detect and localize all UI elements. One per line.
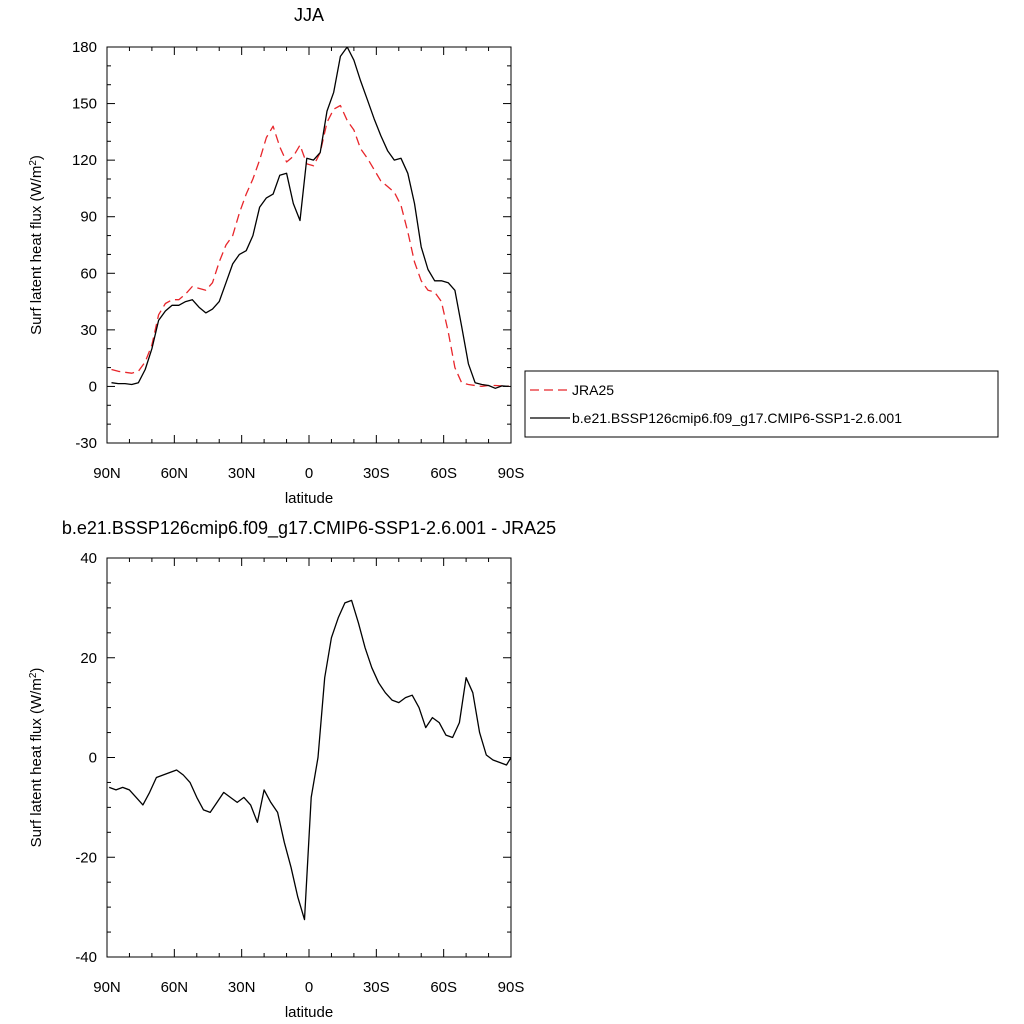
x-axis-label: latitude	[285, 1004, 333, 1021]
x-tick-label: 60S	[430, 465, 457, 482]
y-tick-label: 30	[80, 322, 97, 339]
x-tick-label: 60N	[161, 465, 189, 482]
x-tick-label: 90N	[93, 465, 121, 482]
y-axis-label-superscript: 2	[28, 160, 39, 166]
y-tick-label: 0	[89, 378, 97, 395]
chart-title: JJA	[294, 5, 324, 25]
y-tick-label: 180	[72, 39, 97, 56]
y-tick-label: -30	[75, 435, 97, 452]
y-tick-label: -40	[75, 949, 97, 966]
y-tick-label: 0	[89, 750, 97, 767]
x-tick-label: 0	[305, 465, 313, 482]
legend: JRA25 b.e21.BSSP126cmip6.f09_g17.CMIP6-SS…	[524, 370, 999, 438]
legend-entry: b.e21.BSSP126cmip6.f09_g17.CMIP6-SSP1-2.…	[572, 410, 902, 426]
x-tick-label: 60N	[161, 979, 189, 996]
difference-panel: b.e21.BSSP126cmip6.f09_g17.CMIP6-SSP1-2.…	[28, 518, 557, 1021]
series-line-model	[111, 47, 509, 389]
top-panel: JJA 90N 60N 30N 0 30S 60S 90S -30 0 30 60 90 120 150 18…	[28, 5, 999, 507]
y-axis-label-superscript: 2	[28, 672, 39, 678]
x-tick-label: 30N	[228, 979, 256, 996]
legend-entry: JRA25	[572, 382, 614, 398]
y-tick-label: 120	[72, 152, 97, 169]
y-tick-label: 90	[80, 209, 97, 226]
series-line-difference	[108, 599, 511, 921]
x-tick-label: 90N	[93, 979, 121, 996]
y-axis-label-end: )	[28, 155, 45, 160]
y-axis-label: Surf latent heat flux (W/m2)	[28, 155, 46, 335]
y-axis-label-text: Surf latent heat flux (W/m	[28, 166, 45, 335]
plot-frame	[106, 46, 512, 444]
y-tick-label: 20	[80, 650, 97, 667]
y-tick-label: 60	[80, 265, 97, 282]
series-line-jra25	[111, 104, 509, 388]
x-tick-label: 30S	[363, 465, 390, 482]
legend-box	[524, 370, 999, 438]
y-tick-label: -20	[75, 849, 97, 866]
plot-frame	[106, 557, 512, 958]
chart-title: b.e21.BSSP126cmip6.f09_g17.CMIP6-SSP1-2.…	[62, 518, 556, 539]
y-axis-label: Surf latent heat flux (W/m2)	[28, 668, 46, 848]
y-axis-label-end: )	[28, 668, 45, 673]
x-tick-label: 30S	[363, 979, 390, 996]
x-axis-label: latitude	[285, 490, 333, 507]
x-tick-label: 90S	[498, 465, 525, 482]
x-tick-label: 0	[305, 979, 313, 996]
y-tick-label: 40	[80, 550, 97, 567]
y-axis-label-text: Surf latent heat flux (W/m	[28, 678, 45, 847]
y-tick-label: 150	[72, 96, 97, 113]
x-tick-label: 30N	[228, 465, 256, 482]
x-tick-label: 60S	[430, 979, 457, 996]
x-tick-label: 90S	[498, 979, 525, 996]
